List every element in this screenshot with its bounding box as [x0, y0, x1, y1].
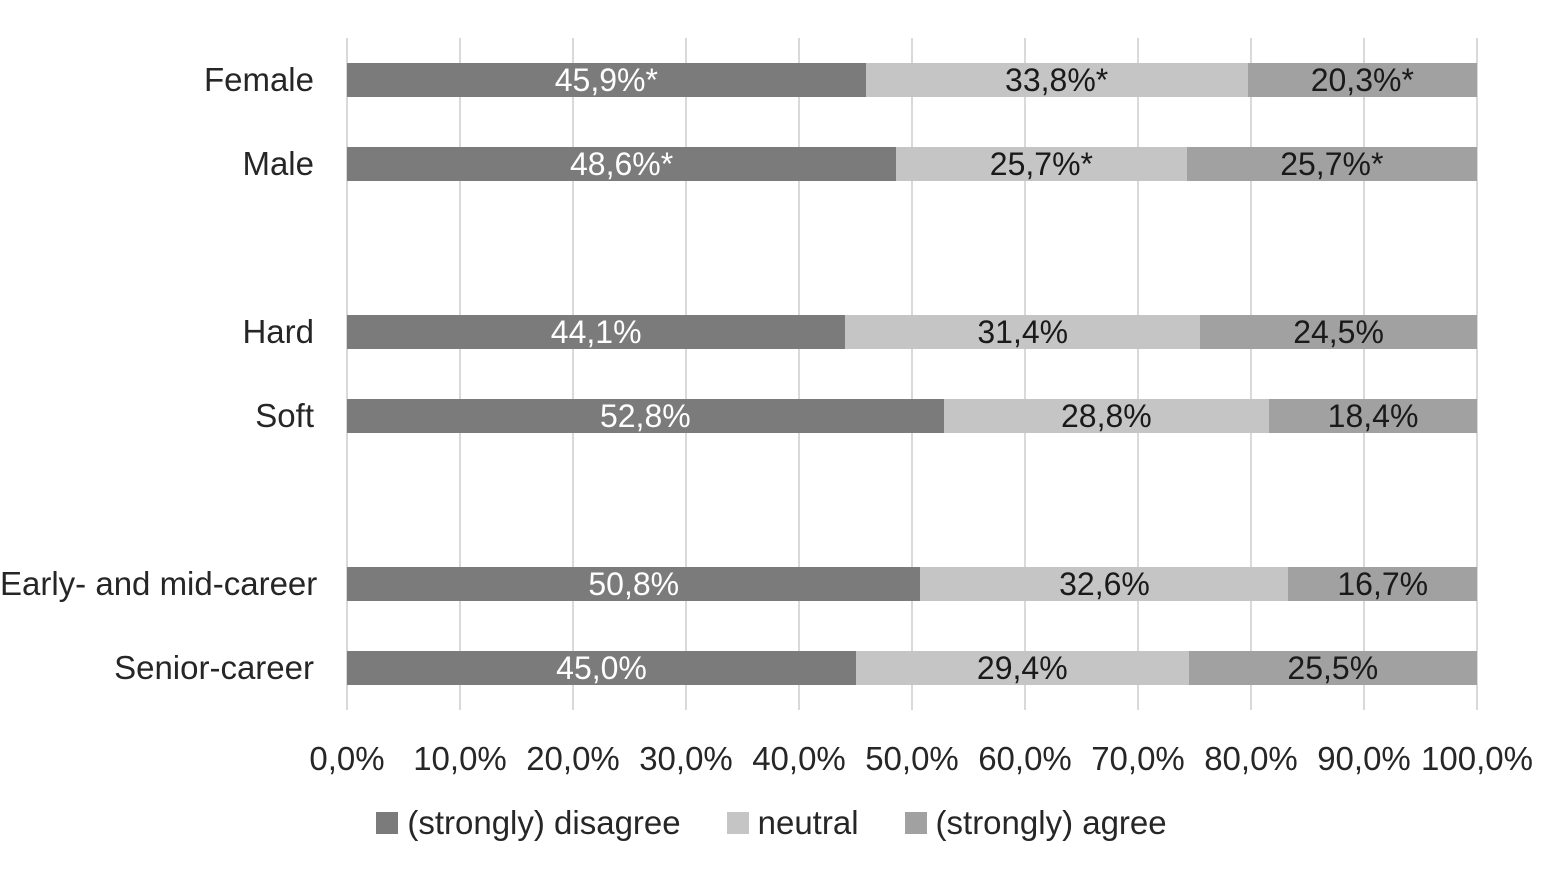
x-axis-tick: 10,0%	[413, 740, 507, 777]
data-label: 16,7%	[1337, 566, 1429, 602]
data-label: 44,1%	[550, 314, 642, 350]
data-label: 28,8%	[1060, 398, 1152, 434]
x-axis-tick: 40,0%	[752, 740, 846, 777]
bar-segment: 32,6%	[920, 566, 1289, 602]
data-label: 25,7%*	[1280, 146, 1384, 182]
legend-item: neutral	[726, 803, 859, 843]
x-axis-tick: 60,0%	[978, 740, 1072, 777]
vertical-gridline	[1137, 38, 1139, 710]
legend-label: neutral	[757, 804, 859, 841]
legend-item: (strongly) disagree	[376, 803, 681, 843]
x-axis-tick: 90,0%	[1317, 740, 1411, 777]
data-label: 20,3%*	[1310, 62, 1414, 98]
data-label: 50,8%	[588, 566, 680, 602]
bar-segment: 44,1%	[347, 314, 846, 350]
vertical-gridline	[346, 38, 348, 710]
x-axis-tick: 100,0%	[1421, 740, 1533, 777]
vertical-gridline	[459, 38, 461, 710]
vertical-gridline	[1250, 38, 1252, 710]
data-label: 24,5%	[1293, 314, 1384, 350]
x-axis-tick: 80,0%	[1204, 740, 1298, 777]
vertical-gridline	[911, 38, 913, 710]
x-axis-tick: 20,0%	[526, 740, 620, 777]
bar-segment: 48,6%*	[347, 146, 897, 182]
bar-segment: 20,3%*	[1247, 62, 1477, 98]
bar-row: 44,1% 31,4% 24,5%	[347, 315, 1477, 349]
bar-segment: 45,0%	[347, 650, 857, 686]
category-label: Senior-career	[114, 649, 314, 686]
bar-segment: 25,7%*	[896, 146, 1187, 182]
bar-segment: 52,8%	[347, 399, 944, 433]
bar-segment: 16,7%	[1288, 567, 1477, 601]
bar-segment: 31,4%	[845, 314, 1201, 350]
legend: (strongly) disagree neutral (strongly) agr…	[0, 803, 1543, 843]
bar-row: 45,0% 29,4% 25,5%	[347, 651, 1477, 685]
data-label: 48,6%*	[570, 146, 674, 182]
data-label: 52,8%	[599, 398, 691, 434]
bar-row: 50,8% 32,6% 16,7%	[347, 567, 1477, 601]
legend-swatch-icon	[904, 812, 927, 834]
vertical-gridline	[1024, 38, 1026, 710]
bar-segment: 28,8%	[943, 398, 1270, 434]
category-label: Male	[242, 145, 314, 182]
x-axis-tick: 50,0%	[865, 740, 959, 777]
data-label: 25,5%	[1287, 650, 1379, 686]
category-label: Soft	[255, 397, 314, 434]
legend-swatch-icon	[726, 812, 749, 834]
legend-label: (strongly) disagree	[407, 804, 681, 841]
bar-row: 52,8% 28,8% 18,4%	[347, 399, 1477, 433]
data-label: 32,6%	[1059, 566, 1150, 602]
x-axis-tick: 30,0%	[639, 740, 733, 777]
data-label: 33,8%*	[1005, 62, 1109, 98]
bar-segment: 29,4%	[856, 651, 1189, 685]
legend-label: (strongly) agree	[935, 804, 1167, 841]
data-label: 18,4%	[1327, 398, 1419, 434]
vertical-gridline	[685, 38, 687, 710]
data-label: 45,0%	[556, 650, 647, 686]
bar-segment: 50,8%	[347, 566, 921, 602]
legend-swatch-icon	[376, 812, 399, 834]
category-label: Hard	[242, 313, 314, 350]
vertical-gridline	[798, 38, 800, 710]
data-label: 31,4%	[977, 314, 1069, 350]
data-label: 45,9%*	[554, 62, 658, 98]
legend-item: (strongly) agree	[904, 803, 1167, 843]
bar-row: 45,9%* 33,8%* 20,3%*	[347, 63, 1477, 97]
x-axis-tick: 0,0%	[309, 740, 385, 777]
bar-row: 48,6%* 25,7%* 25,7%*	[347, 147, 1477, 181]
category-label: Female	[203, 61, 314, 98]
vertical-gridline	[1476, 38, 1478, 710]
vertical-gridline	[1363, 38, 1365, 710]
vertical-gridline	[572, 38, 574, 710]
bar-segment: 25,5%	[1188, 650, 1477, 686]
bar-segment: 24,5%	[1200, 315, 1477, 349]
bar-segment: 45,9%*	[347, 63, 866, 97]
bar-segment: 18,4%	[1269, 399, 1477, 433]
bar-segment: 25,7%*	[1186, 146, 1477, 182]
x-axis-tick: 70,0%	[1091, 740, 1185, 777]
data-label: 25,7%*	[989, 146, 1093, 182]
category-label: Early- and mid-career	[0, 565, 318, 602]
data-label: 29,4%	[976, 650, 1068, 686]
bar-segment: 33,8%*	[865, 62, 1248, 98]
